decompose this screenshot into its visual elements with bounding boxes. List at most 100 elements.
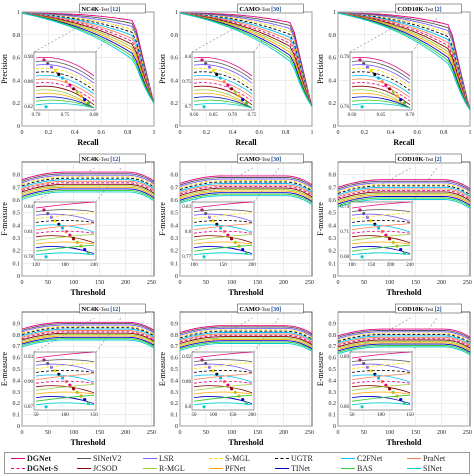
y-axis-label: F-measure: [158, 202, 167, 236]
inset-x-tick: 200: [248, 263, 256, 268]
series-line-dgnet: [21, 321, 155, 331]
inset-series-line: [193, 384, 253, 391]
inset-series-line: [193, 402, 253, 406]
series-line-sinet: [337, 12, 471, 111]
inset-series-line: [351, 241, 411, 245]
x-tick-label: 1: [311, 130, 314, 136]
series-line-r-mgl: [337, 192, 471, 203]
inset-marker: [376, 226, 381, 230]
series-line-pranet: [179, 333, 313, 343]
chart-panel-camo-em: 0 0.1 0.2 0.3 0.4 0.5 0.6 0.7 0.8 0.9 0 50 100 150 200…: [158, 300, 316, 450]
legend-swatch: [143, 468, 157, 469]
legend-swatch: [341, 468, 355, 469]
series-line-c2fnet: [337, 335, 471, 345]
x-axis-label: Threshold: [229, 438, 265, 447]
y-tick-label: 0.3: [329, 390, 337, 396]
inset-marker: [384, 83, 388, 87]
inset-series-line: [193, 92, 253, 109]
inset-marker: [211, 219, 215, 223]
series-line-lsr: [337, 182, 471, 192]
series-line-pranet: [337, 188, 471, 199]
x-tick-label: 250: [463, 280, 472, 286]
inset-series-line: [35, 67, 95, 88]
chart-panel-nc4k-em: 0 0.1 0.2 0.3 0.4 0.5 0.6 0.7 0.8 0.9 0 50 100 150 200…: [0, 300, 158, 450]
chart-panel-cod10k-fm: 0 0.1 0.2 0.3 0.4 0.5 0.6 0.7 0.8 0 50 100 150 200 250…: [316, 150, 474, 300]
legend-swatch: [407, 468, 421, 469]
inset-marker: [222, 80, 226, 84]
y-tick-label: 0.6: [329, 356, 337, 362]
series-line-dgnet: [179, 325, 313, 335]
chart-panel-cod10k-em: 0 0.1 0.2 0.3 0.4 0.5 0.6 0.7 0.8 0.9 0 50 100 150 200…: [316, 300, 474, 450]
series-line-ugtr: [21, 327, 155, 337]
inset-y-tick: 0.77: [182, 255, 191, 260]
x-tick-label: 0: [179, 130, 182, 136]
y-tick-label: 0.2: [329, 401, 337, 407]
inset-connector: [411, 17, 438, 53]
inset-x-tick: 0.80: [90, 113, 99, 118]
inset-marker: [402, 101, 406, 105]
inset-x-tick: 0.60: [190, 113, 199, 118]
inset-marker: [395, 94, 399, 98]
series-line-tinet: [337, 196, 471, 206]
x-tick-label: 0.4: [229, 130, 237, 136]
inset-marker: [44, 105, 48, 109]
y-tick-label: 0.7: [13, 344, 21, 350]
inset-series-line: [193, 373, 253, 380]
inset-marker: [72, 87, 76, 91]
inset-series-line: [35, 224, 95, 233]
chart-svg: 0 0.2 0.4 0.6 0.8 1 0 0.2 0.4 0.6 0.8 1 CAMO-Test [3…: [158, 3, 314, 147]
series-line-bas: [179, 193, 313, 204]
dataset-title: NC4K-Test [12]: [81, 156, 120, 163]
y-tick-label: 0.5: [329, 211, 337, 217]
x-tick-label: 100: [69, 430, 78, 436]
y-tick-label: 0.8: [329, 173, 337, 179]
y-tick-label: 0.5: [171, 367, 179, 373]
y-tick-label: 0.3: [171, 390, 179, 396]
dataset-title-box: [79, 153, 146, 164]
x-tick-label: 0: [337, 280, 340, 286]
series-line-c2fnet: [337, 186, 471, 197]
x-tick-label: 200: [279, 430, 288, 436]
chart-svg: 00.10.20.30.40.50.60.70.80.90 50 100 150 200…: [0, 303, 156, 447]
y-tick-label: 0: [175, 424, 178, 430]
y-tick-label: 0.6: [13, 198, 21, 204]
series-line-ugtr: [179, 181, 313, 192]
inset-x-tick: 150: [368, 263, 376, 268]
inset-series-line: [35, 102, 95, 109]
inset-series-line: [351, 385, 411, 394]
inset-connector: [33, 17, 95, 53]
dataset-title-box: [237, 303, 304, 314]
y-tick-label: 0.9: [13, 321, 21, 327]
inset-marker: [215, 372, 219, 376]
x-tick-label: 0.8: [282, 130, 290, 136]
inset-marker: [75, 90, 79, 94]
inset-marker: [399, 98, 403, 102]
y-tick-label: 0.8: [171, 33, 179, 39]
legend-label: DGNet: [27, 454, 51, 463]
inset-series-line: [35, 89, 95, 109]
x-axis-label: Threshold: [71, 288, 107, 297]
inset-x-tick: 150: [229, 413, 237, 418]
series-line-jcsod: [337, 339, 471, 349]
chart-legend: DGNet SINetV2 LSR S-MGL UGTR C2FNet PraNet DGNe…: [4, 452, 470, 474]
series-line-dgnet: [21, 171, 155, 182]
y-axis-label: Precision: [158, 54, 167, 84]
inset-marker: [57, 372, 61, 376]
inset-x-tick: 150: [90, 413, 98, 418]
y-tick-label: 0.1: [171, 261, 179, 267]
inset-x-tick: 0.75: [248, 113, 257, 118]
series-line-ugtr: [337, 334, 471, 343]
inset-series-line: [351, 402, 411, 406]
inset-y-tick: 0.84: [24, 205, 33, 210]
x-tick-label: 150: [253, 430, 262, 436]
inset-series-line: [193, 102, 253, 109]
y-tick-label: 0.8: [13, 333, 21, 339]
chart-panel-camo-fm: 0 0.1 0.2 0.3 0.4 0.5 0.6 0.7 0.8 0 50 100 150 200 250…: [158, 150, 316, 300]
y-tick-label: 0.3: [171, 236, 179, 242]
inset-x-tick: 100: [190, 263, 198, 268]
series-line-bas: [337, 197, 471, 208]
legend-label: SINetV2: [93, 454, 122, 463]
inset-series-line: [351, 235, 411, 244]
series-line-sinet: [337, 199, 471, 209]
series-line-pranet: [179, 184, 313, 195]
